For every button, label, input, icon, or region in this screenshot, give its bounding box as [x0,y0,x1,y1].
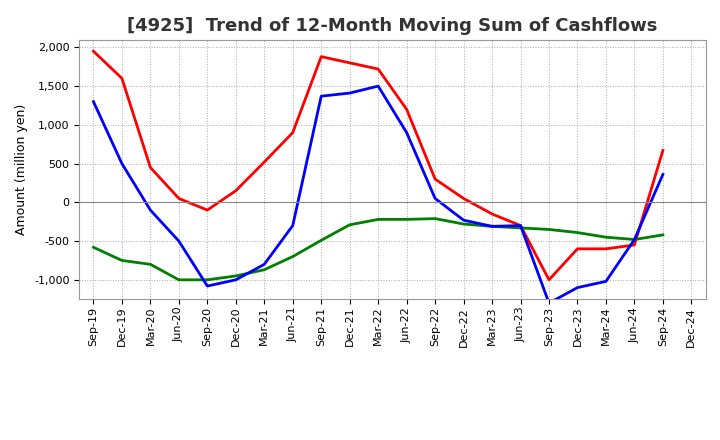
Investing Cashflow [431,216,439,221]
Operating Cashflow [289,130,297,135]
Investing Cashflow [573,230,582,235]
Operating Cashflow [203,207,212,213]
Free Cashflow [260,262,269,267]
Free Cashflow [459,217,468,223]
Operating Cashflow [602,246,611,252]
Free Cashflow [487,224,496,229]
Operating Cashflow [232,188,240,193]
Investing Cashflow [117,258,126,263]
Operating Cashflow [573,246,582,252]
Operating Cashflow [374,66,382,72]
Operating Cashflow [459,196,468,201]
Operating Cashflow [146,165,155,170]
Free Cashflow [602,279,611,284]
Free Cashflow [232,277,240,282]
Investing Cashflow [260,267,269,272]
Operating Cashflow [545,277,554,282]
Free Cashflow [146,207,155,213]
Free Cashflow [516,223,525,228]
Investing Cashflow [174,277,183,282]
Investing Cashflow [659,232,667,238]
Investing Cashflow [402,217,411,222]
Operating Cashflow [431,176,439,182]
Free Cashflow [117,161,126,166]
Free Cashflow [573,285,582,290]
Free Cashflow [317,94,325,99]
Investing Cashflow [289,254,297,259]
Operating Cashflow [402,107,411,112]
Free Cashflow [374,84,382,89]
Investing Cashflow [545,227,554,232]
Free Cashflow [659,172,667,177]
Investing Cashflow [630,237,639,242]
Free Cashflow [346,91,354,96]
Free Cashflow [289,223,297,228]
Investing Cashflow [459,221,468,227]
Operating Cashflow [174,196,183,201]
Free Cashflow [89,99,98,104]
Free Cashflow [174,238,183,244]
Free Cashflow [545,301,554,306]
Operating Cashflow [117,76,126,81]
Free Cashflow [431,196,439,201]
Operating Cashflow [89,48,98,54]
Operating Cashflow [260,159,269,165]
Line: Investing Cashflow: Investing Cashflow [94,219,663,280]
Free Cashflow [402,130,411,135]
Investing Cashflow [516,225,525,231]
Investing Cashflow [346,222,354,227]
Investing Cashflow [374,217,382,222]
Free Cashflow [630,237,639,242]
Investing Cashflow [317,238,325,243]
Y-axis label: Amount (million yen): Amount (million yen) [15,104,28,235]
Free Cashflow [203,283,212,289]
Investing Cashflow [203,277,212,282]
Investing Cashflow [232,273,240,279]
Investing Cashflow [602,235,611,240]
Operating Cashflow [346,60,354,66]
Investing Cashflow [487,224,496,229]
Line: Operating Cashflow: Operating Cashflow [94,51,663,280]
Investing Cashflow [146,262,155,267]
Operating Cashflow [487,211,496,216]
Line: Free Cashflow: Free Cashflow [94,86,663,303]
Operating Cashflow [516,223,525,228]
Title: [4925]  Trend of 12-Month Moving Sum of Cashflows: [4925] Trend of 12-Month Moving Sum of C… [127,17,657,35]
Operating Cashflow [630,242,639,248]
Investing Cashflow [89,245,98,250]
Operating Cashflow [317,54,325,59]
Operating Cashflow [659,148,667,153]
